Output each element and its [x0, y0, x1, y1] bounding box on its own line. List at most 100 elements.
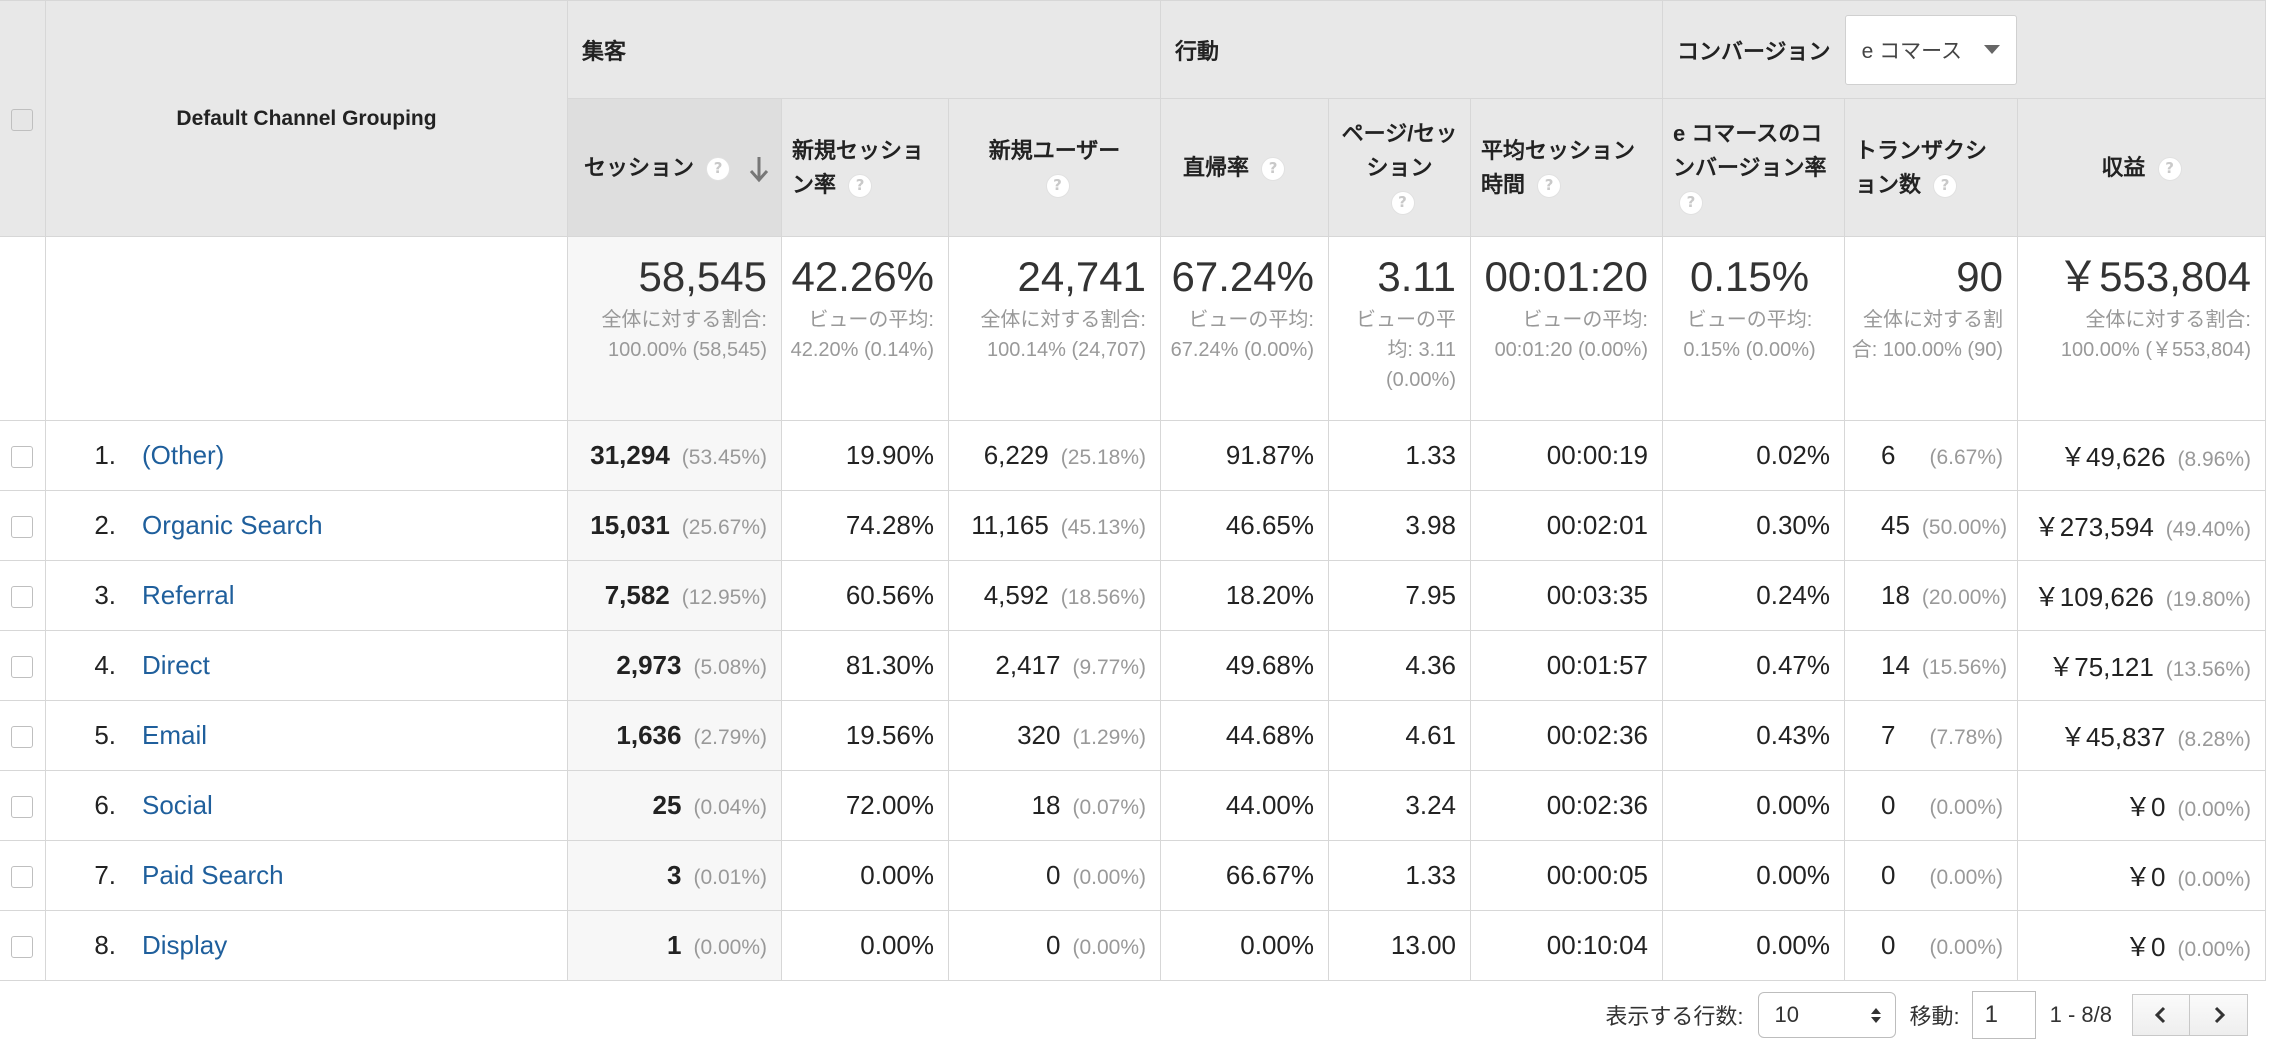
ecom-conversion-rate-cell: 0.30%: [1662, 490, 1845, 561]
total-transactions: 90 全体に対する割合: 100.00% (90): [1844, 236, 2018, 421]
col-header-sessions[interactable]: セッション ?: [567, 98, 782, 237]
sessions-percent: (2.79%): [693, 726, 767, 749]
totals-label-cell: [45, 236, 568, 421]
revenue-value: ￥75,121: [2048, 652, 2154, 682]
total-new-session-rate: 42.26% ビューの平均: 42.20% (0.14%): [781, 236, 949, 421]
help-icon[interactable]: ?: [706, 156, 731, 181]
col-header-avg-session-duration[interactable]: 平均セッション時間 ?: [1470, 98, 1663, 237]
ecom-conversion-rate-cell: 0.00%: [1662, 840, 1845, 911]
channel-link[interactable]: Paid Search: [142, 860, 284, 890]
row-checkbox-cell: [0, 770, 46, 841]
select-all-checkbox[interactable]: [11, 108, 33, 131]
transactions-percent: (50.00%): [1921, 516, 2008, 539]
new-users-cell: 4,592 (18.56%): [948, 560, 1161, 631]
row-checkbox[interactable]: [11, 446, 33, 469]
col-header-pages-per-session[interactable]: ページ/セッション ?: [1328, 98, 1471, 237]
table-row: 1. (Other) 31,294 (53.45%) 19.90% 6,229 (25.18…: [0, 420, 2266, 491]
transactions-wrap: 6 (6.67%): [1851, 440, 2003, 471]
pages-per-session-cell: 7.95: [1328, 560, 1471, 631]
prev-page-button[interactable]: [2132, 994, 2190, 1036]
row-index: 3.: [94, 580, 116, 610]
row-checkbox[interactable]: [11, 936, 33, 959]
col-label-pages-per-session: ページ/セッション: [1341, 120, 1458, 180]
channel-link[interactable]: Direct: [142, 650, 210, 680]
dimension-header[interactable]: Default Channel Grouping: [45, 0, 568, 237]
row-checkbox[interactable]: [11, 656, 33, 679]
group-header-behavior: 行動: [1160, 0, 1663, 99]
channel-link[interactable]: Organic Search: [142, 510, 323, 540]
transactions-cell: 14 (15.56%): [1844, 630, 2018, 701]
col-header-new-session-rate[interactable]: 新規セッション率 ?: [781, 98, 949, 237]
row-checkbox[interactable]: [11, 726, 33, 749]
help-icon[interactable]: ?: [2157, 156, 2182, 181]
row-checkbox[interactable]: [11, 586, 33, 609]
col-header-transactions[interactable]: トランザクション数 ?: [1844, 98, 2018, 237]
total-pages-per-session: 3.11 ビューの平均: 3.11 (0.00%): [1328, 236, 1471, 421]
channel-link[interactable]: (Other): [142, 440, 225, 470]
goto-page-input[interactable]: 1: [1971, 991, 2036, 1039]
row-checkbox[interactable]: [11, 516, 33, 539]
total-new-session-rate-sub: ビューの平均: 42.20% (0.14%): [790, 309, 934, 361]
revenue-cell: ￥49,626 (8.96%): [2017, 420, 2266, 491]
help-icon[interactable]: ?: [1537, 173, 1562, 198]
new-users-cell: 6,229 (25.18%): [948, 420, 1161, 491]
total-new-users: 24,741 全体に対する割合: 100.14% (24,707): [948, 236, 1161, 421]
col-label-new-users: 新規ユーザー: [988, 137, 1121, 163]
sessions-percent: (12.95%): [681, 586, 767, 609]
rows-per-page-select[interactable]: 10: [1757, 992, 1896, 1038]
col-label-ecom-conversion-rate: e コマースのコンバージョン率: [1673, 120, 1827, 180]
channel-link[interactable]: Referral: [142, 580, 235, 610]
help-icon[interactable]: ?: [1390, 190, 1415, 215]
help-icon[interactable]: ?: [1261, 156, 1286, 181]
avg-session-duration-cell: 00:00:05: [1470, 840, 1663, 911]
total-new-users-sub: 全体に対する割合: 100.14% (24,707): [980, 309, 1146, 361]
col-label-avg-session-duration: 平均セッション時間: [1481, 137, 1636, 197]
select-all-cell: [0, 0, 46, 237]
channel-link[interactable]: Social: [142, 790, 213, 820]
chevron-right-icon: [2214, 1006, 2225, 1024]
col-header-bounce-rate[interactable]: 直帰率 ?: [1160, 98, 1329, 237]
new-users-cell: 11,165 (45.13%): [948, 490, 1161, 561]
col-header-new-users[interactable]: 新規ユーザー ?: [948, 98, 1161, 237]
help-icon[interactable]: ?: [848, 173, 873, 198]
revenue-cell: ￥0 (0.00%): [2017, 770, 2266, 841]
arrow-down-icon[interactable]: [748, 155, 770, 183]
revenue-value: ￥109,626: [2033, 582, 2154, 612]
page-range: 1 - 8/8: [2049, 1002, 2112, 1027]
avg-session-duration-cell: 00:02:36: [1470, 700, 1663, 771]
pages-per-session-cell: 1.33: [1328, 840, 1471, 911]
sessions-percent: (0.00%): [693, 936, 767, 959]
row-checkbox[interactable]: [11, 796, 33, 819]
transactions-percent: (0.00%): [1929, 796, 2003, 819]
row-index: 5.: [94, 720, 116, 750]
transactions-value: 0: [1881, 790, 1896, 820]
table-row: 8. Display 1 (0.00%) 0.00% 0 (0.00%) 0.00% 13.00…: [0, 910, 2266, 981]
help-icon[interactable]: ?: [1679, 190, 1703, 215]
pages-per-session-cell: 4.61: [1328, 700, 1471, 771]
table-row: 3. Referral 7,582 (12.95%) 60.56% 4,592 (18.56…: [0, 560, 2266, 631]
ecom-conversion-rate-cell: 0.02%: [1662, 420, 1845, 491]
page-nav: [2132, 994, 2248, 1036]
row-checkbox[interactable]: [11, 866, 33, 889]
help-icon[interactable]: ?: [1045, 173, 1070, 198]
channel-cell: 3. Referral: [45, 560, 568, 631]
next-page-button[interactable]: [2190, 994, 2248, 1036]
channel-link[interactable]: Display: [142, 930, 228, 960]
sessions-percent: (53.45%): [681, 446, 767, 469]
channel-link[interactable]: Email: [142, 720, 208, 750]
new-users-value: 18: [1031, 790, 1061, 820]
col-header-revenue[interactable]: 収益 ?: [2017, 98, 2266, 237]
revenue-cell: ￥273,594 (49.40%): [2017, 490, 2266, 561]
row-index: 8.: [94, 930, 116, 960]
row-checkbox-cell: [0, 490, 46, 561]
total-revenue-value: ￥553,804: [2057, 253, 2251, 300]
conversion-type-select[interactable]: e コマース: [1844, 14, 2017, 85]
sessions-cell: 7,582 (12.95%): [567, 560, 782, 631]
total-bounce-rate-sub: ビューの平均: 67.24% (0.00%): [1170, 309, 1314, 361]
revenue-percent: (49.40%): [2165, 518, 2251, 541]
sessions-value: 25: [652, 790, 682, 820]
new-users-value: 4,592: [983, 580, 1049, 610]
col-header-ecom-conversion-rate[interactable]: e コマースのコンバージョン率 ?: [1662, 98, 1845, 237]
pages-per-session-cell: 3.24: [1328, 770, 1471, 841]
help-icon[interactable]: ?: [1933, 173, 1958, 198]
